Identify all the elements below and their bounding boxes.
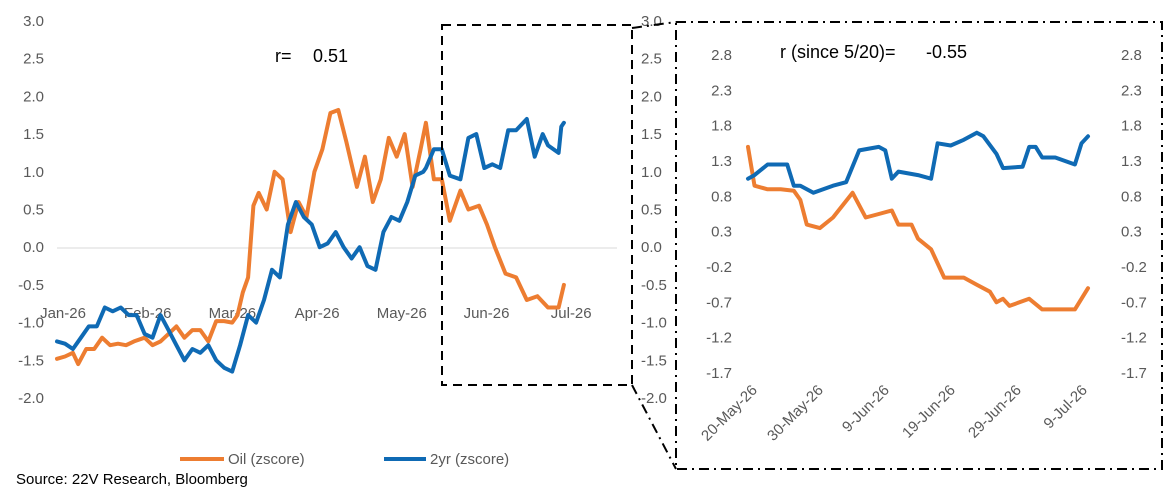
inset-correlation-value: -0.55 bbox=[926, 42, 967, 62]
y-tick-label: -0.5 bbox=[18, 277, 44, 294]
main-right-axis-ticks: 3.0 2.5 2.0 1.5 1.0 0.5 0.0 -0.5 -1.0 -1.5 -2.0 bbox=[641, 13, 667, 407]
y-right-tick-label: 2.8 bbox=[1121, 47, 1142, 64]
y-tick-label: 1.8 bbox=[711, 118, 732, 135]
inset-x-axis-ticks: 20-May-26 30-May-26 9-Jun-26 19-Jun-26 29-Ju… bbox=[698, 382, 1091, 445]
y-right-tick-label: 2.5 bbox=[641, 51, 662, 68]
x-tick-label: Jul-26 bbox=[551, 305, 592, 322]
y-tick-label: -0.7 bbox=[706, 294, 732, 311]
y-tick-label: 2.3 bbox=[711, 82, 732, 99]
y-right-tick-label: 0.5 bbox=[641, 202, 662, 219]
main-correlation-value: 0.51 bbox=[313, 46, 348, 66]
series-line-2yr bbox=[55, 117, 566, 374]
inset-correlation-label: r (since 5/20)= bbox=[780, 42, 896, 62]
main-correlation-label: r= bbox=[275, 46, 292, 66]
y-right-tick-label: 1.5 bbox=[641, 126, 662, 143]
legend-label-2yr: 2yr (zscore) bbox=[430, 451, 509, 468]
inset-left-axis-ticks: 2.8 2.3 1.8 1.3 0.8 0.3 -0.2 -0.7 -1.2 -1.7 bbox=[706, 47, 732, 382]
x-tick-label: Apr-26 bbox=[295, 305, 340, 322]
inset-chart: 2.82.31.81.30.80.3-0.2-0.7-1.2-1.7 2.82.… bbox=[698, 42, 1147, 445]
y-right-tick-label: 0.0 bbox=[641, 239, 662, 256]
y-right-tick-label: 0.8 bbox=[1121, 188, 1142, 205]
y-tick-label: 2.0 bbox=[23, 88, 44, 105]
legend: Oil (zscore) 2yr (zscore) bbox=[180, 451, 509, 468]
zoom-connector-top bbox=[631, 21, 677, 29]
y-right-tick-label: -2.0 bbox=[641, 390, 667, 407]
y-tick-label: 1.0 bbox=[23, 164, 44, 181]
x-tick-label: 9-Jul-26 bbox=[1040, 382, 1090, 432]
x-tick-label: 20-May-26 bbox=[698, 382, 761, 445]
y-tick-label: 0.5 bbox=[23, 202, 44, 219]
source-note: Source: 22V Research, Bloomberg bbox=[16, 471, 248, 488]
y-tick-label: 0.0 bbox=[23, 239, 44, 256]
y-right-tick-label: -0.7 bbox=[1121, 294, 1147, 311]
x-tick-label: 19-Jun-26 bbox=[899, 382, 959, 442]
x-tick-label: 30-May-26 bbox=[764, 382, 827, 445]
inset-frame bbox=[675, 21, 1163, 470]
y-tick-label: 1.5 bbox=[23, 126, 44, 143]
series-line-2yr bbox=[746, 130, 1090, 195]
y-tick-label: 2.8 bbox=[711, 47, 732, 64]
y-tick-label: -1.7 bbox=[706, 365, 732, 382]
y-right-tick-label: 1.0 bbox=[641, 164, 662, 181]
y-right-tick-label: -0.2 bbox=[1121, 259, 1147, 276]
y-tick-label: -1.5 bbox=[18, 352, 44, 369]
y-tick-label: 1.3 bbox=[711, 153, 732, 170]
y-tick-label: 2.5 bbox=[23, 51, 44, 68]
legend-label-oil: Oil (zscore) bbox=[228, 451, 305, 468]
series-line-oil bbox=[746, 144, 1090, 312]
y-right-tick-label: 2.0 bbox=[641, 88, 662, 105]
x-tick-label: 29-Jun-26 bbox=[965, 382, 1025, 442]
y-tick-label: -2.0 bbox=[18, 390, 44, 407]
y-tick-label: -0.2 bbox=[706, 259, 732, 276]
x-tick-label: Jan-26 bbox=[40, 305, 86, 322]
y-right-tick-label: 1.8 bbox=[1121, 118, 1142, 135]
y-right-tick-label: 1.3 bbox=[1121, 153, 1142, 170]
y-right-tick-label: 0.3 bbox=[1121, 224, 1142, 241]
main-chart: 3.0 2.5 2.0 1.5 1.0 0.5 0.0 -0.5 -1.0 -1.5 -2.0 3.… bbox=[18, 13, 667, 407]
main-series-group bbox=[55, 108, 566, 374]
series-line-oil bbox=[55, 108, 566, 367]
main-left-axis-ticks: 3.0 2.5 2.0 1.5 1.0 0.5 0.0 -0.5 -1.0 -1.5 -2.0 bbox=[18, 13, 44, 407]
inset-right-axis-ticks: 2.8 2.3 1.8 1.3 0.8 0.3 -0.2 -0.7 -1.2 -1.7 bbox=[1121, 47, 1147, 382]
y-right-tick-label: -1.0 bbox=[641, 315, 667, 332]
y-tick-label: 0.3 bbox=[711, 224, 732, 241]
y-tick-label: 3.0 bbox=[23, 13, 44, 30]
zoom-highlight-box bbox=[441, 24, 633, 386]
y-right-tick-label: -1.2 bbox=[1121, 330, 1147, 347]
y-right-tick-label: -0.5 bbox=[641, 277, 667, 294]
y-right-tick-label: 2.3 bbox=[1121, 82, 1142, 99]
x-tick-label: Mar-26 bbox=[209, 305, 257, 322]
inset-series-group bbox=[746, 130, 1090, 312]
x-tick-label: Jun-26 bbox=[464, 305, 510, 322]
x-tick-label: May-26 bbox=[377, 305, 427, 322]
y-right-tick-label: -1.7 bbox=[1121, 365, 1147, 382]
y-right-tick-label: 3.0 bbox=[641, 13, 662, 30]
zoom-connector-bottom bbox=[631, 384, 677, 470]
x-tick-label: 9-Jun-26 bbox=[839, 382, 893, 436]
y-tick-label: -1.2 bbox=[706, 330, 732, 347]
y-tick-label: 0.8 bbox=[711, 188, 732, 205]
y-tick-label: -1.0 bbox=[18, 315, 44, 332]
y-right-tick-label: -1.5 bbox=[641, 352, 667, 369]
